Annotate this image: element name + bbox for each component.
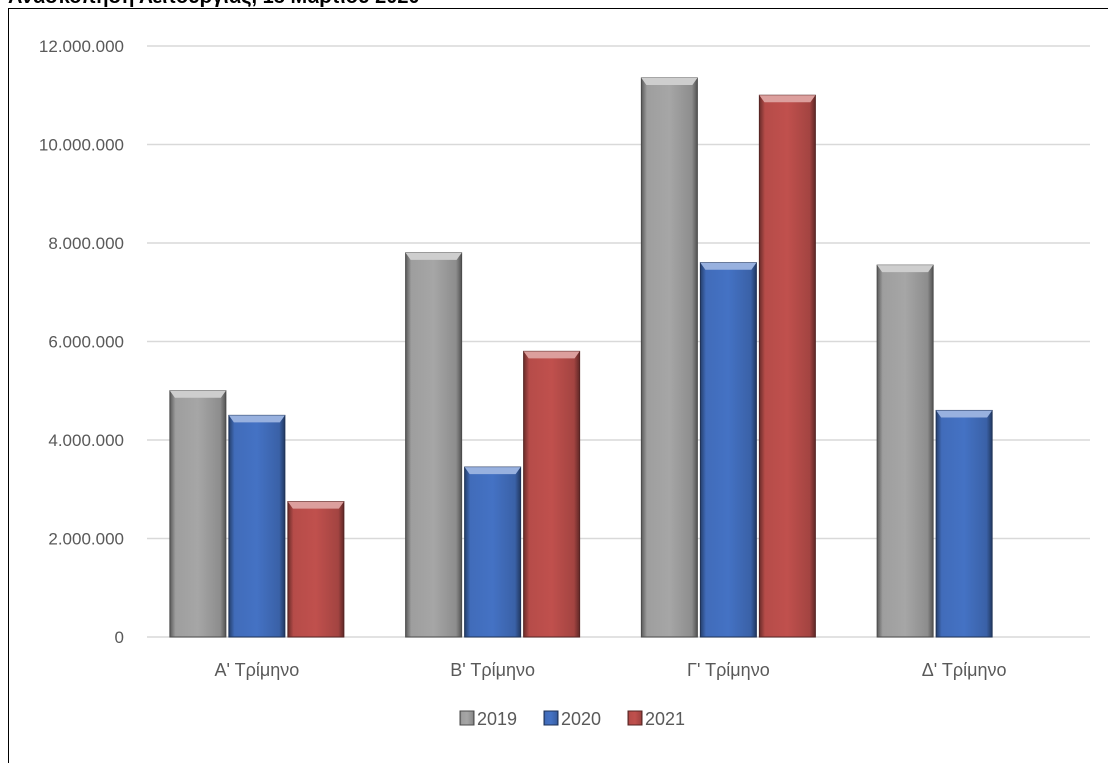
legend-swatch bbox=[459, 710, 475, 726]
chart-title-clip: Ανασκόπηση Λειτουργίας, 18 Μαρτίου 2020 bbox=[0, 0, 1110, 8]
chart-title: Ανασκόπηση Λειτουργίας, 18 Μαρτίου 2020 bbox=[8, 0, 420, 8]
y-tick-label: 8.000.000 bbox=[48, 234, 124, 253]
bar-2019-2 bbox=[405, 252, 463, 638]
legend-swatch bbox=[627, 710, 643, 726]
y-tick-label: 0 bbox=[115, 628, 124, 647]
bar-2019-4 bbox=[876, 264, 934, 638]
bar-2020-4 bbox=[935, 409, 993, 638]
legend: 2019 2020 2021 bbox=[459, 709, 685, 729]
x-tick-label: Δ' Τρίμηνο bbox=[922, 660, 1007, 680]
bar-2021-1 bbox=[287, 501, 345, 638]
y-tick-label: 10.000.000 bbox=[39, 136, 124, 155]
bar-2020-2 bbox=[464, 466, 522, 638]
bar-2020-1 bbox=[228, 414, 286, 638]
legend-swatch bbox=[543, 710, 559, 726]
chart-frame bbox=[8, 8, 1108, 763]
x-tick-label: Γ' Τρίμηνο bbox=[687, 660, 770, 680]
bar-2021-2 bbox=[523, 350, 581, 638]
x-axis-tick-labels: Α' Τρίμηνο Β' Τρίμηνο Γ' Τρίμηνο Δ' Τρίμηνο bbox=[215, 660, 1007, 680]
bar-2020-3 bbox=[699, 262, 757, 638]
x-tick-label: Α' Τρίμηνο bbox=[215, 660, 300, 680]
y-axis-tick-labels: 0 2.000.000 4.000.000 6.000.000 8.000.000 10.… bbox=[39, 37, 124, 647]
legend-item-2020: 2020 bbox=[543, 709, 601, 729]
bar-2019-1 bbox=[169, 390, 227, 638]
y-tick-label: 6.000.000 bbox=[48, 333, 124, 352]
legend-label: 2019 bbox=[477, 709, 517, 729]
legend-item-2019: 2019 bbox=[459, 709, 517, 729]
y-tick-label: 12.000.000 bbox=[39, 37, 124, 56]
y-tick-label: 4.000.000 bbox=[48, 431, 124, 450]
legend-label: 2020 bbox=[561, 709, 601, 729]
x-tick-label: Β' Τρίμηνο bbox=[450, 660, 535, 680]
bar-2019-3 bbox=[640, 77, 698, 638]
bars bbox=[169, 77, 993, 638]
legend-item-2021: 2021 bbox=[627, 709, 685, 729]
bar-2021-3 bbox=[758, 94, 816, 638]
legend-label: 2021 bbox=[645, 709, 685, 729]
y-tick-label: 2.000.000 bbox=[48, 530, 124, 549]
